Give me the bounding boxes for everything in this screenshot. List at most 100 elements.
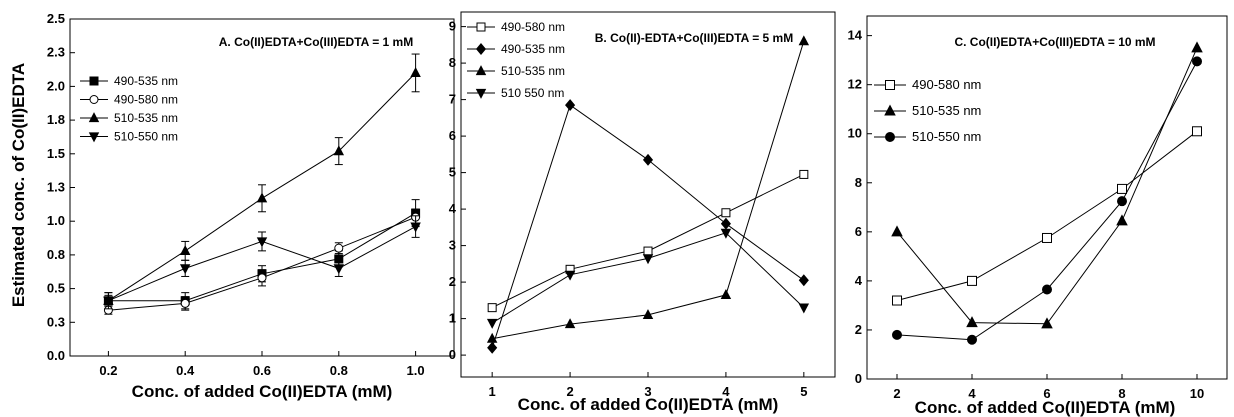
b-point-510-535-nm [642,309,654,320]
b-y-tick-label: 3 [449,238,456,253]
a-y-tick-label: 0.0 [47,348,65,363]
b-series-510-550-nm [486,228,810,329]
b-y-tick-label: 9 [449,19,456,34]
a-legend-marker-510-550-nm [88,132,100,143]
y-axis-title: Estimated conc. of Co(II)EDTA [9,63,28,307]
c-series-490-580-nm [892,126,1202,306]
a-legend-marker-510-535-nm [88,112,100,123]
c-x-tick-label: 2 [893,386,900,401]
b-y-tick-label: 7 [449,92,456,107]
panel-b-x-axis: 1 2 3 4 5 [489,372,807,399]
b-x-tick-label: 5 [800,384,807,399]
c-legend-marker-510-535-nm [884,104,896,116]
b-legend-marker-490-580-nm [476,22,486,32]
b-point-510-535-nm [486,332,498,343]
c-y-tick-label: 2 [855,322,862,337]
b-legend-label-510-550-nm: 510 550 nm [501,86,564,100]
a-y-tick-label: 0.8 [47,247,65,262]
b-point-510-550-nm [642,254,654,265]
a-y-tick-label: 1.5 [47,146,65,161]
panel-a-series [103,53,421,315]
b-point-510-550-nm [486,318,498,329]
b-point-490-580-nm [799,169,809,179]
b-legend-marker-490-535-nm [475,43,487,55]
a-point-510-550-nm [256,237,268,248]
b-legend-marker-510-550-nm [475,88,487,99]
b-y-tick-label: 2 [449,274,456,289]
a-point-510-550-nm [179,264,191,275]
b-point-490-580-nm [487,303,497,313]
a-series-510-550-nm [103,215,421,307]
panel-a-title: A. Co(II)EDTA+Co(III)EDTA = 1 mM [219,35,413,49]
b-x-tick-label: 1 [489,384,496,399]
panel-c-x-axis-title: Conc. of added Co(II)EDTA (mM) [915,398,1176,417]
b-y-tick-label: 4 [449,201,457,216]
a-y-tick-label: 2.3 [47,45,65,60]
a-legend-marker-490-580-nm [89,95,99,104]
panel-b-series [486,35,810,354]
b-y-tick-label: 1 [449,311,456,326]
c-y-tick-label: 0 [855,371,862,386]
a-point-510-535-nm [179,244,191,255]
c-point-490-580-nm [1117,183,1127,194]
a-y-tick-label: 0.3 [47,314,65,329]
c-x-tick-label: 6 [1043,386,1050,401]
a-x-tick-label: 1.0 [407,363,425,378]
panel-b-y-axis: 0 1 2 3 4 5 6 7 8 9 [449,19,466,362]
c-point-490-580-nm [1192,126,1202,137]
c-point-510-535-nm [1191,41,1203,53]
b-point-510-535-nm [720,288,732,299]
a-x-tick-label: 0.4 [176,363,195,378]
panel-b-x-axis-title: Conc. of added Co(II)EDTA (mM) [518,395,779,414]
b-series-490-580-nm [487,169,809,313]
panel-a: 0.0 0.3 0.5 0.8 1.0 1.3 1.5 1.8 2.0 2.3 2.5 0.2 0.4… [9,11,455,401]
panel-c: 0 2 4 6 8 10 12 14 2 4 6 8 10 C. Co(II)EDTA+Co(III)… [848,15,1228,417]
c-point-490-580-nm [1042,232,1052,243]
c-point-510-535-nm [1116,214,1128,226]
a-y-tick-label: 0.5 [47,281,65,296]
b-point-490-535-nm [487,341,498,354]
c-point-510-550-nm [1117,196,1127,207]
b-point-510-535-nm [564,318,576,329]
c-y-tick-label: 14 [848,28,863,43]
a-point-510-535-nm [333,145,345,156]
b-point-510-550-nm [720,228,732,239]
panel-c-legend: 490-580 nm 510-535 nm 510-550 nm [874,77,981,144]
b-point-490-580-nm [721,208,731,218]
c-x-tick-label: 4 [968,386,976,401]
b-legend-label-490-580-nm: 490-580 nm [501,20,565,34]
c-point-510-535-nm [1041,317,1053,329]
a-y-tick-label: 1.3 [47,180,65,195]
panel-b: 0 1 2 3 4 5 6 7 8 9 1 2 3 4 5 B. Co(II)-EDTA+Co(III)E… [449,11,836,414]
c-x-tick-label: 10 [1190,386,1204,401]
panel-b-title: B. Co(II)-EDTA+Co(III)EDTA = 5 mM [595,31,793,45]
c-legend-marker-490-580-nm [885,80,895,90]
a-legend-label-490-580-nm: 490-580 nm [114,93,178,107]
panel-c-title: C. Co(II)EDTA+Co(III)EDTA = 10 mM [954,35,1155,49]
c-y-tick-label: 10 [848,126,862,141]
panel-a-y-axis: 0.0 0.3 0.5 0.8 1.0 1.3 1.5 1.8 2.0 2.3 2.5 [47,11,75,363]
b-point-490-535-nm [798,274,809,287]
a-x-tick-label: 0.6 [253,363,271,378]
c-legend-label-490-580-nm: 490-580 nm [912,77,981,92]
c-y-tick-label: 8 [855,175,862,190]
a-point-510-550-nm [103,296,114,307]
a-point-490-580-nm [180,298,190,308]
b-legend-label-510-535-nm: 510-535 nm [501,64,565,78]
b-series-490-535-nm [487,99,809,354]
b-y-tick-label: 0 [449,347,456,362]
a-x-tick-label: 0.8 [330,363,348,378]
c-y-tick-label: 4 [855,273,863,288]
c-x-tick-label: 8 [1118,386,1125,401]
c-point-490-580-nm [967,275,977,286]
b-point-490-535-nm [565,99,576,112]
a-series-490-580-nm [103,208,421,315]
b-x-tick-label: 3 [644,384,651,399]
a-line-490-535-nm [108,212,416,302]
b-series-510-535-nm [486,35,810,343]
a-y-tick-label: 1.0 [47,213,65,228]
c-legend-label-510-535-nm: 510-535 nm [912,103,981,118]
a-point-490-580-nm [257,273,267,283]
b-point-510-550-nm [564,270,576,281]
